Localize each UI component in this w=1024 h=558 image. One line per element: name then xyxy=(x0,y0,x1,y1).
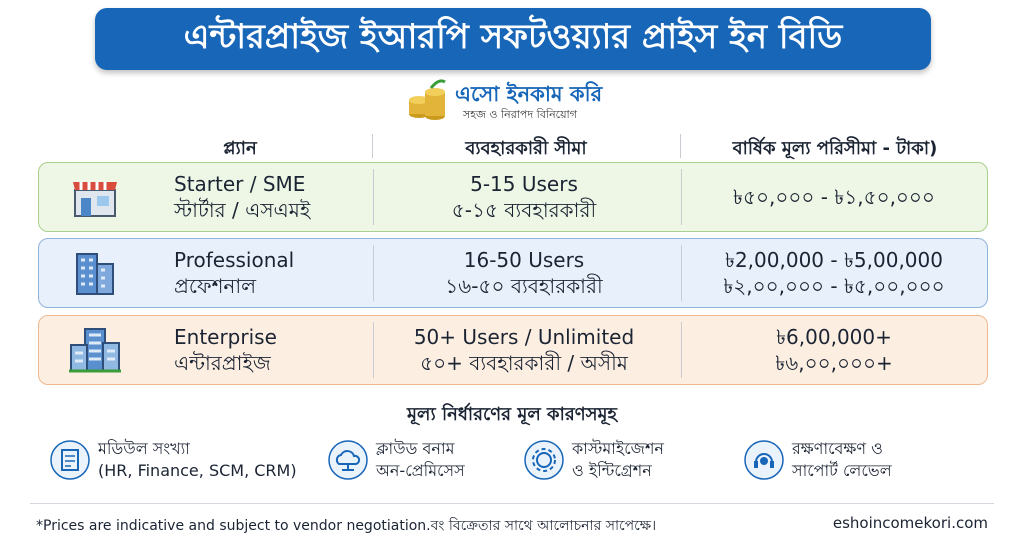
table-row: Professional প্রফেশনাল 16-50 Users ১৬-৫০ ব্… xyxy=(38,238,988,308)
plan-name: এন্টারপ্রাইজ xyxy=(174,351,271,375)
user-limit: 16-50 Users xyxy=(463,248,585,272)
factor-text: ক্লাউড বনাম অন-প্রেমিসেস xyxy=(376,438,465,482)
factor-item: কাস্টমাইজেশন ও ইন্টিগ্রেশন xyxy=(524,434,724,490)
factor-line: মডিউল সংখ্যা xyxy=(98,439,190,458)
factor-icon xyxy=(50,440,90,480)
factor-icon xyxy=(744,440,784,480)
price-range: ৳6,00,000+ xyxy=(776,325,892,349)
logo-name: এসো ইনকাম করি xyxy=(455,82,603,106)
logo: এসো ইনকাম করি সহজ ও নিরাপদ বিনিয়োগ xyxy=(405,78,625,124)
plan-cell: Enterprise এন্টারপ্রাইজ xyxy=(174,324,277,376)
factor-text: রক্ষণাবেক্ষণ ও সাপোর্ট লেভেল xyxy=(792,438,892,482)
plan-icon xyxy=(73,182,117,217)
factor-text: মডিউল সংখ্যা (HR, Finance, SCM, CRM) xyxy=(98,438,297,482)
plan-name: স্টার্টার / এসএমই xyxy=(174,198,311,222)
factor-line: সাপোর্ট লেভেল xyxy=(792,461,892,480)
price-range: ৳২,০০,০০০ - ৳৫,০০,০০০ xyxy=(723,274,945,298)
price-cell: ৳৫০,০০০ - ৳১,৫০,০০০ xyxy=(684,184,984,210)
divider xyxy=(681,322,682,378)
factor-item: ক্লাউড বনাম অন-প্রেমিসেস xyxy=(328,434,528,490)
factor-icon xyxy=(328,440,368,480)
divider xyxy=(681,169,682,225)
logo-tagline: সহজ ও নিরাপদ বিনিয়োগ xyxy=(463,108,577,121)
logo-coins xyxy=(409,79,446,120)
title-banner: এন্টারপ্রাইজ ইআরপি সফটওয়্যার প্রাইস ইন … xyxy=(95,8,931,70)
users-cell: 16-50 Users ১৬-৫০ ব্যবহারকারী xyxy=(374,247,674,299)
website: eshoincomekori.com xyxy=(832,514,988,532)
footnote: *Prices are indicative and subject to ve… xyxy=(36,518,657,534)
plan-cell: Professional প্রফেশনাল xyxy=(174,247,294,299)
factor-line: অন-প্রেমিসেস xyxy=(376,461,465,480)
plan-name: Starter / SME xyxy=(174,172,306,196)
plan-icon xyxy=(76,253,114,295)
divider xyxy=(372,134,373,158)
plan-name: Enterprise xyxy=(174,325,277,349)
price-range: ৳2,00,000 - ৳5,00,000 xyxy=(725,248,943,272)
factor-line: (HR, Finance, SCM, CRM) xyxy=(98,461,297,480)
user-limit: 50+ Users / Unlimited xyxy=(413,325,635,349)
users-cell: 5-15 Users ৫-১৫ ব্যবহারকারী xyxy=(374,171,674,223)
table-row: Enterprise এন্টারপ্রাইজ 50+ Users / Unlimi… xyxy=(38,315,988,385)
plan-cell: Starter / SME স্টার্টার / এসএমই xyxy=(174,171,310,223)
factor-item: রক্ষণাবেক্ষণ ও সাপোর্ট লেভেল xyxy=(744,434,944,490)
factor-line: কাস্টমাইজেশন xyxy=(572,439,664,458)
factor-line: ও ইন্টিগ্রেশন xyxy=(572,461,652,480)
price-range: ৳৬,০০,০০০+ xyxy=(775,351,893,375)
factor-item: মডিউল সংখ্যা (HR, Finance, SCM, CRM) xyxy=(50,434,320,490)
divider xyxy=(373,245,374,301)
factor-icon xyxy=(524,440,564,480)
column-header: ব্যবহারকারী সীমা xyxy=(465,138,587,159)
user-limit: ১৬-৫০ ব্যবহারকারী xyxy=(445,274,603,298)
users-cell: 50+ Users / Unlimited ৫০+ ব্যবহারকারী / অ… xyxy=(374,324,674,376)
divider xyxy=(373,322,374,378)
user-limit: ৫০+ ব্যবহারকারী / অসীম xyxy=(420,351,628,375)
plan-icon xyxy=(69,328,121,373)
user-limit: 5-15 Users xyxy=(470,172,578,196)
factors-title: মূল্য নির্ধারণের মূল কারণসমূহ xyxy=(407,404,617,425)
factor-line: ক্লাউড বনাম xyxy=(376,439,455,458)
plan-name: Professional xyxy=(174,248,295,272)
divider xyxy=(681,245,682,301)
plan-name: প্রফেশনাল xyxy=(174,274,257,298)
divider xyxy=(30,503,994,504)
divider xyxy=(373,169,374,225)
price-range: ৳৫০,০০০ - ৳১,৫০,০০০ xyxy=(733,185,935,209)
column-header: বার্ষিক মূল্য পরিসীমা - টাকা) xyxy=(732,138,938,159)
factor-text: কাস্টমাইজেশন ও ইন্টিগ্রেশন xyxy=(572,438,664,482)
divider xyxy=(680,134,681,158)
price-cell: ৳6,00,000+ ৳৬,০০,০০০+ xyxy=(684,324,984,376)
table-row: Starter / SME স্টার্টার / এসএমই 5-15 Users… xyxy=(38,162,988,232)
factor-line: রক্ষণাবেক্ষণ ও xyxy=(792,439,883,458)
user-limit: ৫-১৫ ব্যবহারকারী xyxy=(451,198,597,222)
column-header: প্ল্যান xyxy=(223,138,257,159)
price-cell: ৳2,00,000 - ৳5,00,000 ৳২,০০,০০০ - ৳৫,০০,০… xyxy=(684,247,984,299)
